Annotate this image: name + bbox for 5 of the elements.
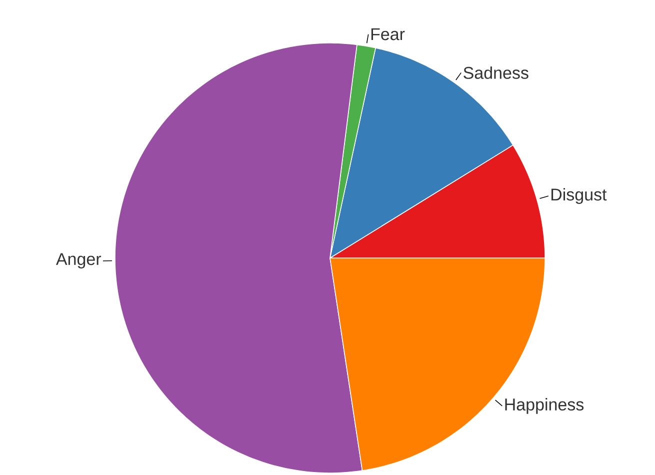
slice-label: Fear <box>371 28 405 40</box>
slice-label: Disgust <box>551 188 607 204</box>
slice-label: Anger <box>56 253 102 268</box>
slice-label: Happiness <box>505 398 584 414</box>
slice-label: Sadness <box>464 66 528 79</box>
